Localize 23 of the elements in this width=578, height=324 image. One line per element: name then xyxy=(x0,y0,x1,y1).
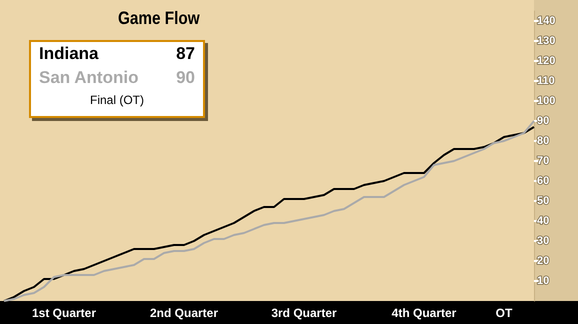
y-tick-label: 140 xyxy=(537,15,556,27)
x-tick-label: 3rd Quarter xyxy=(271,306,338,320)
y-tick-label: 50 xyxy=(537,195,550,207)
y-tick-label: 20 xyxy=(537,255,550,267)
annotation: Final (OT) xyxy=(89,93,145,107)
x-tick-label: OT xyxy=(496,306,513,320)
annotation: 90 xyxy=(176,67,195,89)
y-tick-label: 110 xyxy=(537,75,555,87)
y-tick-label: 90 xyxy=(537,115,550,127)
x-tick-label: 1st Quarter xyxy=(32,306,96,320)
x-tick-label: 4th Quarter xyxy=(392,306,457,320)
x-tick-label: 2nd Quarter xyxy=(150,306,218,320)
y-tick-label: 70 xyxy=(537,155,550,167)
y-tick-label: 100 xyxy=(537,95,556,107)
chart-title: Game Flow xyxy=(118,8,200,29)
annotation: 87 xyxy=(176,43,195,65)
y-tick-label: 10 xyxy=(537,275,550,287)
y-tick-label: 130 xyxy=(537,35,556,47)
y-tick-label: 120 xyxy=(537,55,556,67)
y-tick-label: 80 xyxy=(537,135,550,147)
text: San Antonio xyxy=(39,67,138,89)
text: Indiana xyxy=(39,43,99,65)
y-tick-label: 30 xyxy=(537,235,550,247)
